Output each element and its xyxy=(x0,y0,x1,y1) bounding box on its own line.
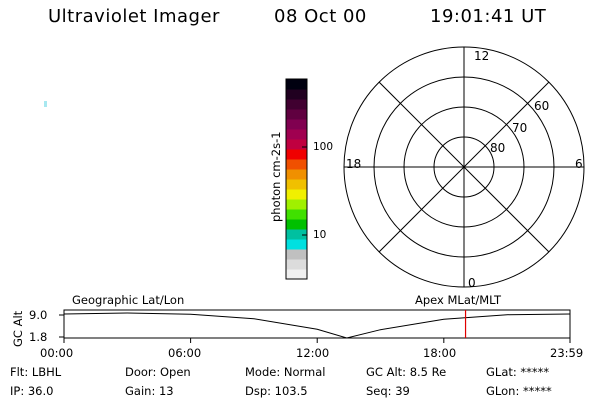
param-glat: GLat: ***** xyxy=(486,365,550,379)
colorbar-cell xyxy=(286,169,307,180)
colorbar-cells xyxy=(286,79,307,280)
mlt-label-6: 6 xyxy=(575,157,583,171)
image-speck xyxy=(44,101,47,107)
colorbar-cell xyxy=(286,159,307,170)
orbit-altitude-line xyxy=(63,312,571,339)
param-gain: Gain: 13 xyxy=(125,384,174,398)
colorbar-frame xyxy=(285,78,308,280)
param-door: Door: Open xyxy=(125,365,191,379)
colorbar-cell xyxy=(286,179,307,190)
orbit-right-label: Apex MLat/MLT xyxy=(415,293,502,307)
orbit-xtick-marks xyxy=(63,338,571,343)
orbit-xtick-23:59: 23:59 xyxy=(550,346,584,360)
param-flt: Flt: LBHL xyxy=(10,365,62,379)
colorbar-cell xyxy=(286,239,307,250)
param-seq: Seq: 39 xyxy=(366,384,410,398)
orbit-xtick-18:00: 18:00 xyxy=(423,346,457,360)
polar-diagonal-2 xyxy=(378,81,550,253)
lat-label-70: 70 xyxy=(512,121,527,135)
mlt-label-0: 0 xyxy=(468,276,476,290)
instrument-title: Ultraviolet Imager xyxy=(48,6,220,27)
polar-plot: 12 0 18 6 60 70 80 xyxy=(343,46,585,290)
orbit-ylabel: GC Alt xyxy=(11,310,25,347)
lat-label-80: 80 xyxy=(490,141,505,155)
colorbar-cell xyxy=(286,209,307,220)
param-mode: Mode: Normal xyxy=(245,365,326,379)
orbit-xtick-06:00: 06:00 xyxy=(168,346,202,360)
orbit-xtick-12:00: 12:00 xyxy=(296,346,330,360)
colorbar-cell xyxy=(286,109,307,120)
colorbar-cell xyxy=(286,89,307,100)
colorbar-tick-label-100: 100 xyxy=(313,141,334,153)
orbit-ytick-1.8: 1.8 xyxy=(29,330,47,344)
colorbar-cell xyxy=(286,229,307,240)
param-dsp: Dsp: 103.5 xyxy=(245,384,308,398)
colorbar-cell xyxy=(286,129,307,140)
time-label: 19:01:41 UT xyxy=(430,6,547,27)
colorbar-cell xyxy=(286,149,307,160)
colorbar: photon cm-2s-1 xyxy=(269,78,308,280)
lat-label-60: 60 xyxy=(534,99,549,113)
param-gcalt: GC Alt: 8.5 Re xyxy=(366,365,447,379)
param-ip: IP: 36.0 xyxy=(10,384,54,398)
colorbar-cell xyxy=(286,79,307,90)
param-glon: GLon: ***** xyxy=(486,384,552,398)
colorbar-cell xyxy=(286,269,307,280)
orbit-ytick-9.0: 9.0 xyxy=(29,308,47,322)
orbit-plot: GC Alt 9.0 1.8 xyxy=(11,308,571,347)
colorbar-tick-label-10: 10 xyxy=(313,229,327,241)
colorbar-cell xyxy=(286,139,307,150)
colorbar-cell xyxy=(286,119,307,130)
mlt-label-18: 18 xyxy=(346,157,361,171)
colorbar-unit-label: photon cm-2s-1 xyxy=(269,131,283,222)
colorbar-cell xyxy=(286,219,307,230)
orbit-left-label: Geographic Lat/Lon xyxy=(72,293,185,307)
orbit-frame xyxy=(63,309,571,339)
colorbar-cell xyxy=(286,199,307,210)
colorbar-cell xyxy=(286,189,307,200)
colorbar-cell xyxy=(286,99,307,110)
date-label: 08 Oct 00 xyxy=(274,6,367,27)
orbit-xtick-00:00: 00:00 xyxy=(40,346,74,360)
colorbar-cell xyxy=(286,259,307,270)
colorbar-cell xyxy=(286,249,307,260)
mlt-label-12: 12 xyxy=(474,49,489,63)
